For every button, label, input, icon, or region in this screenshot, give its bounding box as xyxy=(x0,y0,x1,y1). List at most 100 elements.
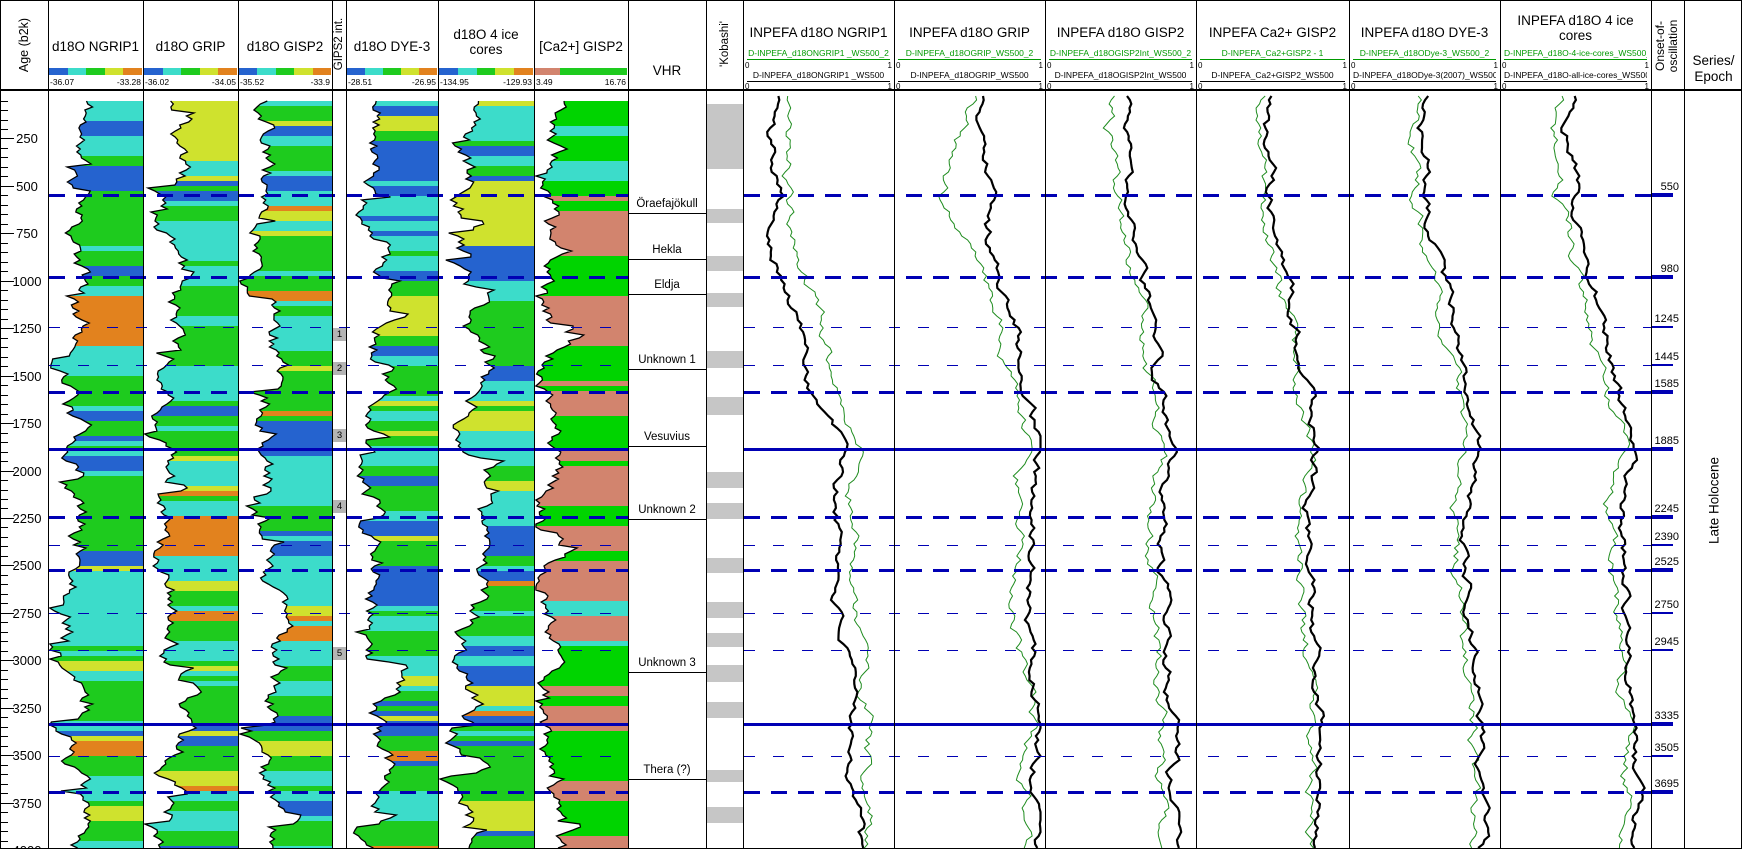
log-track-title: d18O 4 ice cores xyxy=(453,27,519,57)
onset-marker-line xyxy=(744,756,1651,758)
inpefa-track-header-5[interactable]: INPEFA d18O DYE-3 D-INPEFA_d18ODye-3_WS50… xyxy=(1349,1,1500,91)
inpefa-track-title: INPEFA d18O GISP2 xyxy=(1056,25,1185,40)
onset-value: 1245 xyxy=(1654,313,1679,326)
vhr-header[interactable]: VHR xyxy=(628,1,706,91)
age-tick xyxy=(1,745,8,747)
log-track-header-gisp2[interactable]: d18O GISP2 -35.52 -33.9 xyxy=(238,1,332,91)
log-track-title: d18O GRIP xyxy=(155,39,226,54)
inpefa-track-plot-2[interactable] xyxy=(895,91,1045,848)
age-tick xyxy=(1,802,14,804)
age-tick-label: 3250 xyxy=(12,700,42,716)
age-header[interactable]: Age (b2k) xyxy=(1,1,48,91)
age-tick-label: 1500 xyxy=(12,368,42,384)
onset-marker-line xyxy=(744,516,1651,519)
interval-marker-box: 2 xyxy=(333,362,346,375)
scale-max-label: 16.76 xyxy=(604,77,626,87)
kobashi-interval xyxy=(707,502,743,519)
log-track-header-dye3[interactable]: d18O DYE-3 -28.51 -26.95 xyxy=(346,1,438,91)
log-track-title: [Ca2+] GISP2 xyxy=(539,39,623,54)
age-tick-label: 3750 xyxy=(12,795,42,811)
column-separator xyxy=(1500,1,1501,848)
column-separator xyxy=(346,1,347,848)
age-tick xyxy=(1,793,8,795)
inpefa-track-header-1[interactable]: INPEFA d18O NGRIP1 D-INPEFA_d18ONGRIP1 _W… xyxy=(743,1,894,91)
inpefa-track-title: INPEFA d18O DYE-3 xyxy=(1360,25,1489,40)
vhr-event-line xyxy=(628,778,706,780)
series-epoch-header[interactable]: Series/ Epoch xyxy=(1684,1,1741,91)
onset-tick xyxy=(1652,648,1673,651)
inpefa-track-plot-5[interactable] xyxy=(1350,91,1500,848)
inpefa-track-title: INPEFA d18O NGRIP1 xyxy=(749,25,888,40)
age-tick-label: 2250 xyxy=(12,510,42,526)
kobashi-interval xyxy=(707,702,743,719)
onset-value: 3505 xyxy=(1654,742,1679,755)
kobashi-header[interactable]: 'Kobashi' xyxy=(706,1,743,91)
inpefa-track-header-3[interactable]: INPEFA d18O GISP2 D-INPEFA_d18OGISP2Int_W… xyxy=(1045,1,1196,91)
age-tick xyxy=(1,271,8,273)
age-tick-label: 750 xyxy=(16,226,38,242)
inpefa-curve1-label: D-INPEFA_d18O-all-ice-cores_WS500 xyxy=(1504,70,1647,82)
inpefa-track-plot-3[interactable] xyxy=(1046,91,1196,848)
column-separator xyxy=(1684,1,1685,848)
kobashi-interval xyxy=(707,293,743,308)
inpefa-track-plot-1[interactable] xyxy=(744,91,894,848)
kobashi-interval xyxy=(707,397,743,416)
age-tick xyxy=(1,840,8,842)
age-tick xyxy=(1,328,14,330)
log-track-plot-ice4[interactable] xyxy=(438,91,534,848)
age-tick xyxy=(1,366,8,368)
age-tick xyxy=(1,736,8,738)
onset-marker-line xyxy=(744,612,1651,614)
column-separator xyxy=(534,1,535,848)
age-tick xyxy=(1,650,8,652)
inpefa-curve1-label: D-INPEFA_d18ONGRIP1 _WS500 xyxy=(747,70,890,82)
log-track-title: d18O GISP2 xyxy=(246,39,324,54)
inpefa-track-plot-4[interactable] xyxy=(1197,91,1349,848)
kobashi-interval xyxy=(707,208,743,223)
onset-value: 980 xyxy=(1660,263,1679,275)
age-tick xyxy=(1,129,8,130)
series-title-line1: Series/ xyxy=(1692,53,1735,68)
log-track-plot-ngrip1[interactable] xyxy=(47,91,143,848)
age-tick-label: 2750 xyxy=(12,605,42,621)
log-track-header-ngrip1[interactable]: d18O NGRIP1 -36.07 -33.28 xyxy=(48,1,143,91)
age-tick xyxy=(1,499,8,500)
log-track-plot-gisp2[interactable] xyxy=(237,91,332,848)
onset-header[interactable]: Onset-of- oscillation xyxy=(1651,1,1684,91)
age-tick xyxy=(1,489,8,491)
onset-marker-line xyxy=(744,365,1651,367)
column-separator xyxy=(1651,1,1652,848)
onset-title-line2: oscillation xyxy=(1666,19,1680,73)
kobashi-interval xyxy=(707,770,743,782)
kobashi-interval xyxy=(707,351,743,369)
log-track-plot-ca[interactable] xyxy=(533,91,628,848)
inpefa-curve1-label: D-INPEFA_d18OGISP2Int_WS500 xyxy=(1049,70,1192,82)
onset-value: 1885 xyxy=(1654,434,1679,447)
inpefa-track-header-2[interactable]: INPEFA d18O GRIP D-INPEFA_d18OGRIP_WS500_… xyxy=(894,1,1045,91)
age-tick xyxy=(1,147,8,149)
onset-tick xyxy=(1652,275,1673,279)
log-track-header-ice4[interactable]: d18O 4 ice cores -134.95 -129.93 xyxy=(438,1,534,91)
log-track-plot-grip[interactable] xyxy=(142,91,238,848)
onset-marker-line xyxy=(49,722,628,726)
age-tick xyxy=(1,432,8,434)
age-tick xyxy=(1,555,8,557)
onset-tick xyxy=(1652,721,1673,726)
onset-tick xyxy=(1652,326,1673,329)
log-track-header-grip[interactable]: d18O GRIP -36.02 -34.05 xyxy=(143,1,238,91)
inpefa-track-header-6[interactable]: INPEFA d18O 4 ice cores D-INPEFA_d18O-4-ic… xyxy=(1500,1,1651,91)
log-track-plot-dye3[interactable] xyxy=(347,91,438,848)
age-tick xyxy=(1,337,8,339)
gisp2-interval-header[interactable]: GIPS2 int. xyxy=(332,1,346,91)
onset-marker-line xyxy=(49,569,628,573)
onset-marker-line xyxy=(49,194,628,198)
age-tick-label: 1000 xyxy=(12,273,42,289)
inpefa-track-plot-6[interactable] xyxy=(1501,91,1651,848)
age-tick xyxy=(1,574,8,576)
age-tick xyxy=(1,356,8,358)
age-tick xyxy=(1,157,8,159)
log-track-header-ca[interactable]: [Ca2+] GISP2 3.49 16.76 xyxy=(534,1,628,91)
gisp2-interval-title: GIPS2 int. xyxy=(333,17,345,71)
